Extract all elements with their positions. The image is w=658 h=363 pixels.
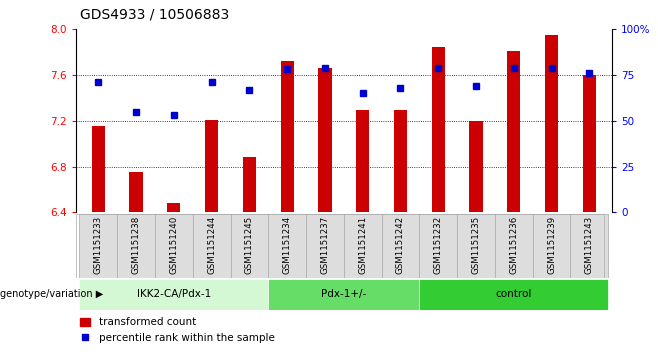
Text: GSM1151232: GSM1151232 bbox=[434, 216, 443, 274]
Bar bbox=[570, 214, 608, 278]
Bar bbox=[117, 214, 155, 278]
Text: GSM1151244: GSM1151244 bbox=[207, 216, 216, 274]
Text: GSM1151239: GSM1151239 bbox=[547, 216, 556, 274]
Bar bbox=[280, 61, 293, 212]
Text: GSM1151241: GSM1151241 bbox=[358, 216, 367, 274]
Bar bbox=[356, 110, 369, 212]
Bar bbox=[419, 214, 457, 278]
Text: GSM1151242: GSM1151242 bbox=[396, 216, 405, 274]
Text: GDS4933 / 10506883: GDS4933 / 10506883 bbox=[80, 8, 229, 22]
Text: GSM1151235: GSM1151235 bbox=[472, 216, 480, 274]
Bar bbox=[205, 119, 218, 212]
Bar bbox=[268, 279, 419, 310]
Bar bbox=[268, 214, 306, 278]
Bar bbox=[507, 51, 520, 212]
Text: GSM1151245: GSM1151245 bbox=[245, 216, 254, 274]
Bar bbox=[306, 214, 343, 278]
Legend: transformed count, percentile rank within the sample: transformed count, percentile rank withi… bbox=[76, 313, 278, 347]
Bar bbox=[80, 279, 268, 310]
Bar bbox=[495, 214, 532, 278]
Bar bbox=[91, 126, 105, 212]
Text: IKK2-CA/Pdx-1: IKK2-CA/Pdx-1 bbox=[137, 289, 211, 299]
Bar bbox=[193, 214, 230, 278]
Text: genotype/variation ▶: genotype/variation ▶ bbox=[0, 289, 103, 299]
Text: GSM1151240: GSM1151240 bbox=[169, 216, 178, 274]
Text: GSM1151243: GSM1151243 bbox=[585, 216, 594, 274]
Bar bbox=[130, 172, 143, 212]
Text: GSM1151233: GSM1151233 bbox=[94, 216, 103, 274]
Bar bbox=[469, 121, 482, 212]
Bar bbox=[230, 214, 268, 278]
Bar bbox=[583, 75, 596, 212]
Bar bbox=[432, 47, 445, 212]
Text: GSM1151238: GSM1151238 bbox=[132, 216, 141, 274]
Bar bbox=[343, 214, 382, 278]
Bar bbox=[457, 214, 495, 278]
Bar bbox=[532, 214, 570, 278]
Bar bbox=[80, 214, 117, 278]
Text: GSM1151234: GSM1151234 bbox=[283, 216, 291, 274]
Bar bbox=[545, 35, 558, 212]
Text: GSM1151236: GSM1151236 bbox=[509, 216, 519, 274]
Text: control: control bbox=[495, 289, 532, 299]
Bar bbox=[382, 214, 419, 278]
Bar bbox=[394, 110, 407, 212]
Bar bbox=[419, 279, 608, 310]
Text: GSM1151237: GSM1151237 bbox=[320, 216, 330, 274]
Bar bbox=[318, 68, 332, 212]
Bar bbox=[243, 157, 256, 212]
Text: Pdx-1+/-: Pdx-1+/- bbox=[321, 289, 367, 299]
Bar bbox=[167, 203, 180, 212]
Bar bbox=[155, 214, 193, 278]
